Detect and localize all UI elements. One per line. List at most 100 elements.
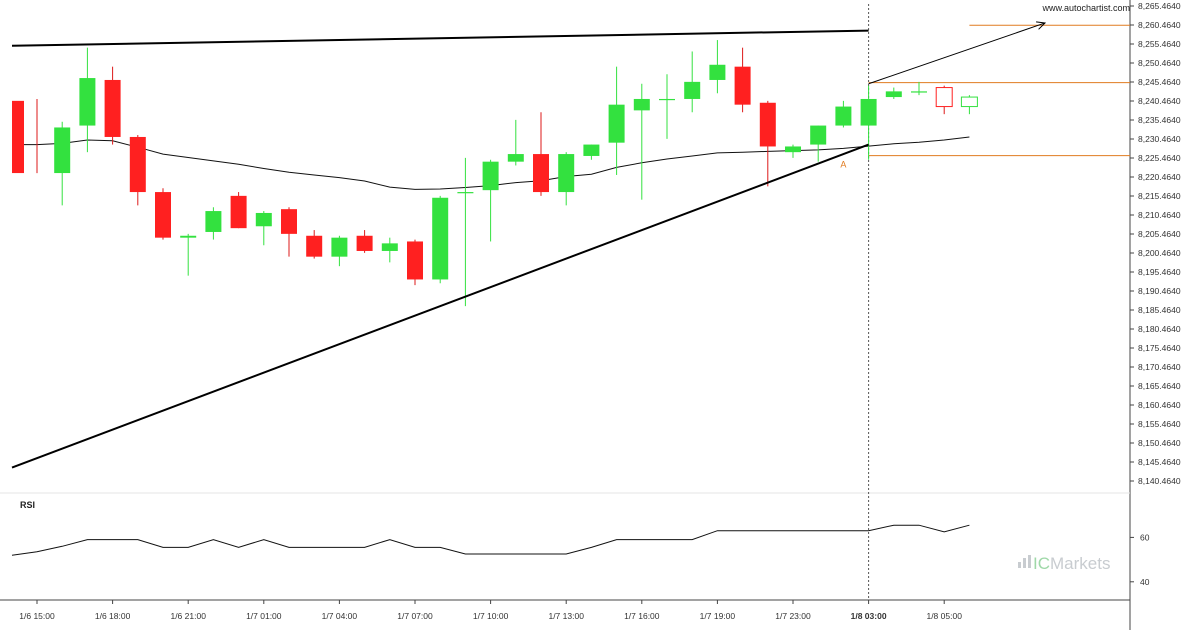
price-tick-label: 8,245.4640 [1138, 77, 1181, 87]
candle-body [885, 91, 902, 98]
trendlines [11, 21, 1047, 469]
brand-bar-icon [1018, 562, 1021, 568]
time-tick-label: 1/8 05:00 [926, 611, 962, 621]
candle-body [230, 195, 247, 229]
source-label: www.autochartist.com [1041, 3, 1130, 13]
candle-body [734, 66, 751, 105]
candle-body [482, 161, 499, 191]
forecast-arrow-line [868, 22, 1046, 85]
candle-body [533, 154, 549, 193]
time-axis: 1/6 15:00 1/6 18:00 1/6 21:00 1/7 01:00 1/7 … [19, 600, 962, 621]
candle-body [911, 91, 927, 93]
price-tick-label: 8,260.4640 [1138, 20, 1181, 30]
candle-body [457, 192, 474, 194]
brand-bar-icon [1028, 555, 1031, 568]
candle-body [558, 154, 575, 193]
candle-body [104, 79, 121, 137]
rsi-panel: 60 40 [11, 524, 1150, 587]
time-tick-label: 1/7 10:00 [473, 611, 509, 621]
candle-body [608, 104, 625, 143]
candle-body [785, 146, 801, 153]
rsi-tick-label: 40 [1140, 577, 1150, 587]
candle-body [810, 125, 827, 145]
candle-body [255, 212, 272, 227]
candle-body [935, 87, 953, 108]
candle-body [381, 243, 398, 251]
time-tick-label: 1/7 23:00 [775, 611, 811, 621]
time-tick-label: 1/6 15:00 [19, 611, 55, 621]
price-tick-label: 8,240.4640 [1138, 96, 1181, 106]
candle-body [583, 144, 600, 156]
rsi-line [11, 524, 970, 556]
candle-body [12, 100, 24, 174]
brand-logo-text: ICMarkets [1033, 554, 1110, 573]
candle-body [205, 211, 222, 232]
candle-body [709, 64, 726, 80]
price-tick-label: 8,220.4640 [1138, 172, 1181, 182]
candle-body [331, 237, 348, 257]
pattern-marker-label: A [840, 159, 846, 169]
price-tick-label: 8,225.4640 [1138, 153, 1181, 163]
price-tick-label: 8,205.4640 [1138, 229, 1181, 239]
price-tick-label: 8,230.4640 [1138, 134, 1181, 144]
time-tick-label: 1/7 04:00 [322, 611, 358, 621]
candle-body [306, 235, 323, 257]
candle-body [407, 241, 423, 280]
candle-body [835, 106, 852, 126]
price-tick-label: 8,145.4640 [1138, 457, 1181, 467]
candle-body [356, 235, 373, 251]
candle-body [960, 96, 978, 108]
brand-bar-icon [1023, 558, 1026, 568]
candle-body [281, 209, 297, 234]
candle-body [432, 197, 449, 280]
time-tick-label: 1/7 19:00 [700, 611, 736, 621]
candle-body [79, 78, 96, 126]
candle-body [759, 102, 776, 147]
price-tick-label: 8,190.4640 [1138, 286, 1181, 296]
time-tick-label: 1/7 01:00 [246, 611, 282, 621]
support-trendline [11, 143, 869, 469]
candle-body [54, 127, 71, 174]
candle-body [155, 192, 171, 238]
price-tick-label: 8,170.4640 [1138, 362, 1181, 372]
candles [12, 40, 978, 307]
price-tick-label: 8,215.4640 [1138, 191, 1181, 201]
candle-body [633, 98, 650, 111]
time-tick-label: 1/7 16:00 [624, 611, 660, 621]
candle-body [860, 98, 877, 126]
price-tick-label: 8,210.4640 [1138, 210, 1181, 220]
candle-body [684, 81, 701, 99]
time-tick-label: 1/7 13:00 [548, 611, 584, 621]
price-tick-label: 8,180.4640 [1138, 324, 1181, 334]
price-tick-label: 8,160.4640 [1138, 400, 1181, 410]
forecast-arrow-head-icon [1036, 21, 1047, 30]
price-tick-label: 8,185.4640 [1138, 305, 1181, 315]
price-tick-label: 8,150.4640 [1138, 438, 1181, 448]
candle-body [507, 154, 524, 162]
price-axis: 8,265.4640 8,260.4640 8,255.4640 8,250.4640… [1130, 1, 1181, 486]
candle-body [659, 98, 675, 101]
price-tick-label: 8,265.4640 [1138, 1, 1181, 11]
price-levels: A [840, 24, 1130, 169]
price-tick-label: 8,155.4640 [1138, 419, 1181, 429]
time-tick-label: 1/8 03:00 [851, 611, 887, 621]
rsi-tick-label: 60 [1140, 532, 1150, 542]
price-tick-label: 8,165.4640 [1138, 381, 1181, 391]
price-tick-label: 8,250.4640 [1138, 58, 1181, 68]
time-tick-label: 1/6 21:00 [170, 611, 206, 621]
time-tick-label: 1/7 07:00 [397, 611, 433, 621]
price-tick-label: 8,195.4640 [1138, 267, 1181, 277]
price-tick-label: 8,140.4640 [1138, 476, 1181, 486]
brand-logo: ICMarkets [1018, 554, 1110, 573]
candle-body [129, 136, 146, 193]
rsi-title: RSI [20, 500, 35, 510]
candle-body [180, 235, 197, 238]
price-tick-label: 8,175.4640 [1138, 343, 1181, 353]
price-tick-label: 8,200.4640 [1138, 248, 1181, 258]
resistance-trendline [11, 29, 869, 47]
chart-frame [0, 0, 1131, 630]
price-tick-label: 8,235.4640 [1138, 115, 1181, 125]
price-tick-label: 8,255.4640 [1138, 39, 1181, 49]
